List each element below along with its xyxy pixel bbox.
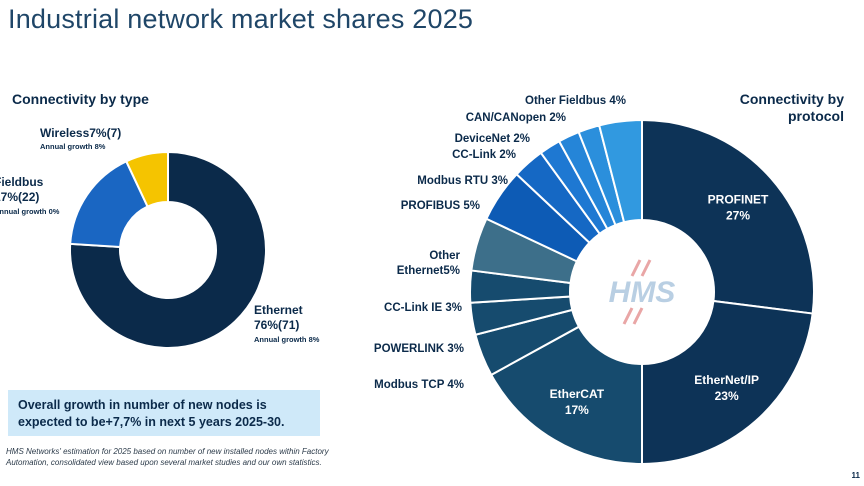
protocol-slice-profinet: [641, 118, 815, 315]
protocol-slice-other-fieldbus: [598, 118, 643, 224]
label-modbus-rtu: Modbus RTU 3%: [417, 175, 508, 187]
page-number: 11: [851, 471, 860, 480]
type-slice-ethernet: [69, 150, 267, 349]
label-profibus: PROFIBUS 5%: [401, 200, 480, 212]
protocol-slice-ethercat: [489, 325, 643, 466]
value-fieldbus: 17%(22): [0, 190, 39, 204]
chart-title-connectivity-by-protocol: Connectivity by protocol: [739, 91, 844, 124]
note-fieldbus: Annual growth 0%: [0, 207, 60, 216]
value-ethernet-ip: 23%: [715, 389, 739, 403]
value-ethercat: 17%: [565, 403, 589, 417]
note-ethernet: Annual growth 8%: [254, 335, 320, 344]
label-powerlink: POWERLINK 3%: [374, 343, 464, 355]
label-cc-link-ie: CC-Link IE 3%: [384, 302, 462, 314]
hms-logo: HMS: [609, 276, 676, 309]
label-ethernet-ip: EtherNet/IP: [694, 373, 759, 387]
label-fieldbus: Fieldbus: [0, 175, 44, 189]
label-other-ethernet-line1: Other: [429, 250, 460, 262]
hms-logo-marks: [622, 259, 652, 325]
value-profinet: 27%: [726, 208, 750, 222]
label-other-ethernet: Ethernet5%: [397, 265, 460, 277]
label-cc-link: CC-Link 2%: [452, 149, 516, 161]
value-ethernet: 76%(71): [254, 318, 299, 332]
chart-title-connectivity-by-type: Connectivity by type: [12, 91, 149, 107]
label-modbus-tcp: Modbus TCP 4%: [374, 379, 464, 391]
label-devicenet: DeviceNet 2%: [455, 133, 530, 145]
label-profinet: PROFINET: [708, 192, 769, 206]
label-can-canopen: CAN/CANopen 2%: [466, 112, 566, 124]
footnote: HMS Networks' estimation for 2025 based …: [6, 447, 329, 467]
page-title: Industrial network market shares 2025: [8, 4, 474, 34]
protocol-slice-ethernet-ip: [641, 299, 814, 466]
note-wireless: Annual growth 8%: [40, 142, 106, 151]
label-ethernet: Ethernet: [254, 303, 303, 317]
label-wireless: Wireless7%(7): [40, 126, 121, 140]
label-other-fieldbus: Other Fieldbus 4%: [525, 95, 626, 107]
label-ethercat: EtherCAT: [550, 387, 605, 401]
growth-callout: Overall growth in number of new nodes is…: [8, 390, 320, 436]
type-slice-wireless: [124, 150, 169, 208]
